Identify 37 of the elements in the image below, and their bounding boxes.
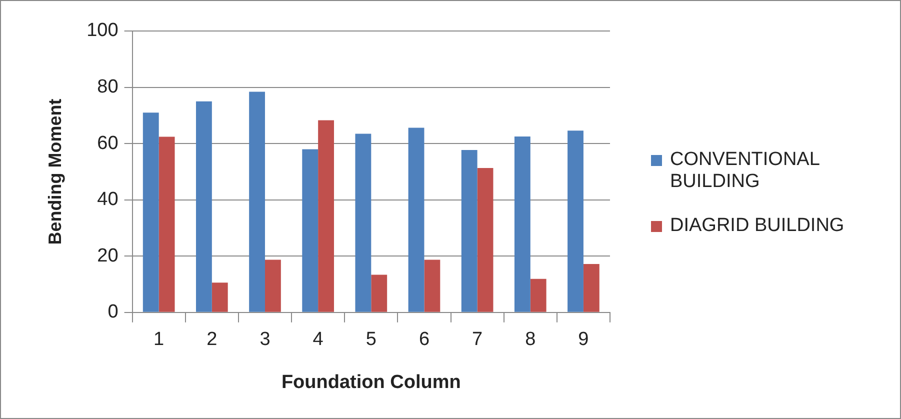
x-tick-label: 2: [206, 329, 218, 350]
bar: [318, 120, 334, 312]
legend-label: DIAGRID BUILDING: [670, 215, 844, 237]
y-axis-title: Bending Moment: [44, 98, 65, 245]
bar: [514, 136, 530, 312]
bar: [461, 150, 478, 312]
x-tick-label: 8: [525, 329, 536, 350]
x-tick-label: 9: [578, 329, 589, 350]
bar: [158, 136, 175, 312]
bar: [264, 260, 281, 312]
bar: [530, 278, 546, 312]
x-tick-label: 3: [260, 329, 270, 350]
x-axis-title: Foundation Column: [281, 372, 461, 393]
bar: [583, 264, 600, 312]
bar: [408, 128, 424, 312]
x-tick-label: 7: [472, 329, 483, 350]
bar: [568, 130, 584, 312]
bar: [196, 101, 212, 312]
x-tick-label: 1: [154, 329, 164, 350]
x-tick-label: 6: [418, 329, 430, 350]
y-tick-label: 40: [97, 189, 118, 210]
legend-label: CONVENTIONAL BUILDING: [670, 149, 820, 193]
y-tick-label: 100: [86, 20, 118, 42]
bar: [249, 92, 265, 312]
x-tick-label: 5: [366, 329, 376, 350]
bar: [212, 282, 228, 312]
bar: [142, 112, 159, 312]
bar: [355, 134, 372, 312]
x-tick-label: 4: [312, 329, 324, 350]
y-tick-label: 0: [108, 302, 118, 323]
bar: [477, 168, 494, 312]
y-tick-label: 60: [97, 132, 118, 154]
y-tick-label: 80: [97, 76, 118, 98]
bar: [371, 274, 388, 312]
y-tick-label: 20: [97, 245, 118, 266]
bar: [424, 260, 440, 312]
bar: [302, 149, 318, 312]
